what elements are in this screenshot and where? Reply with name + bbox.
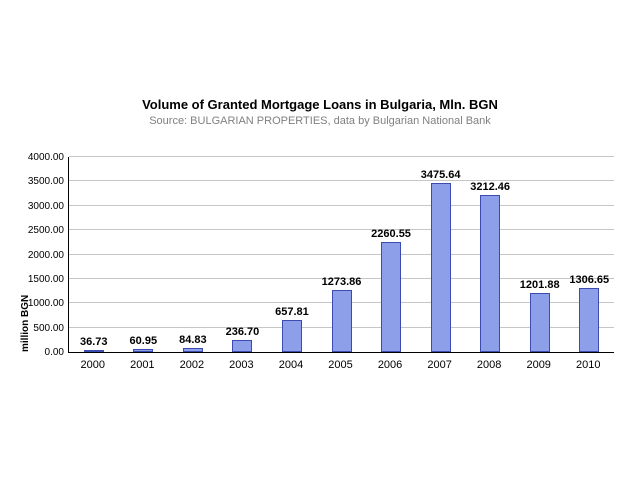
bar-2001: [133, 349, 154, 352]
y-tick-label: 1500.00: [27, 273, 64, 285]
y-tick-label: 500.00: [33, 322, 64, 334]
bar-slot: 1201.88: [515, 157, 565, 352]
bar-2000: [83, 350, 104, 352]
data-label: 36.73: [80, 336, 108, 349]
data-label: 1306.65: [569, 274, 610, 287]
bar-slot: 2260.55: [366, 157, 416, 352]
bar-2008: [480, 195, 501, 352]
bar-slot: 3212.46: [465, 157, 515, 352]
x-tick-label: 2007: [427, 359, 452, 371]
x-tick-label: 2002: [179, 359, 205, 371]
bar-slot: 657.81: [267, 157, 317, 352]
data-label: 236.70: [225, 326, 260, 339]
data-label: 60.95: [129, 335, 158, 348]
gridline: [69, 156, 614, 157]
y-tick-label: 2000.00: [27, 249, 64, 261]
bars-layer: 36.73 60.95 84.83 236.70 657.81 1273.86 2260.5…: [69, 157, 614, 352]
data-label: 84.83: [179, 333, 207, 346]
plot-area: 36.73 60.95 84.83 236.70 657.81 1273.86 2260.5…: [68, 156, 614, 353]
bar-2004: [281, 319, 302, 352]
gridline: [69, 229, 614, 231]
data-label: 1273.86: [321, 275, 362, 288]
bar-slot: 3475.64: [416, 157, 466, 352]
y-tick-label: 3000.00: [27, 200, 64, 212]
y-tick-label: 4000.00: [27, 152, 64, 163]
data-label: 657.81: [275, 305, 309, 318]
y-tick-label: 0.00: [44, 347, 64, 358]
bar-2002: [182, 347, 203, 352]
data-label: 3212.46: [470, 181, 511, 194]
gridline: [69, 253, 614, 255]
data-label: 3475.64: [420, 168, 461, 181]
bar-slot: 60.95: [119, 157, 169, 352]
x-tick-label: 2003: [229, 359, 254, 371]
gridline: [69, 180, 614, 182]
chart: million BGN 36.73 60.95 84.83 236.70 657.81 1…: [20, 152, 620, 390]
gridline: [69, 277, 614, 279]
bar-slot: 36.73: [69, 157, 119, 352]
bar-2006: [381, 241, 402, 352]
chart-subtitle: Source: BULGARIAN PROPERTIES, data by Bu…: [149, 115, 491, 127]
bar-slot: 1306.65: [564, 157, 614, 352]
bar-2003: [232, 340, 253, 352]
bar-2007: [430, 182, 451, 352]
data-label: 2260.55: [371, 227, 411, 240]
x-tick-label: 2005: [328, 359, 353, 371]
x-tick-label: 2000: [80, 359, 106, 371]
x-tick-label: 2010: [576, 359, 601, 371]
bar-slot: 84.83: [168, 157, 218, 352]
bar-2010: [579, 288, 600, 352]
gridline: [69, 204, 614, 206]
y-tick-label: 2500.00: [27, 225, 64, 237]
x-axis-labels: 2000 2001 2002 2003 2004 2005 2006 2007 2008 2009…: [68, 359, 613, 371]
bar-2009: [529, 293, 550, 352]
bar-slot: 236.70: [218, 157, 268, 352]
x-tick-label: 2009: [526, 359, 551, 371]
x-tick-label: 2008: [476, 359, 502, 371]
chart-title: Volume of Granted Mortgage Loans in Bulg…: [142, 97, 498, 112]
y-tick-label: 1000.00: [27, 298, 64, 310]
bar-2005: [331, 289, 352, 352]
x-tick-label: 2006: [377, 359, 403, 371]
data-label: 1201.88: [519, 279, 560, 292]
x-tick-label: 2001: [130, 359, 155, 371]
y-tick-label: 3500.00: [27, 176, 64, 188]
x-tick-label: 2004: [278, 359, 304, 371]
bar-slot: 1273.86: [317, 157, 367, 352]
